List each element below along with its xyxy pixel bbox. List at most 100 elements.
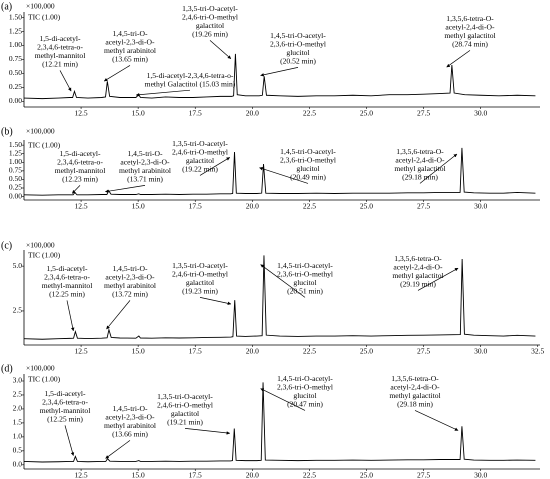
annotation-text: (19.26 min) (192, 30, 228, 39)
annotation-text: 2,4,6-tri-O-methyl (157, 400, 213, 409)
scale-label: ×100,000 (26, 127, 55, 136)
x-tick-label: 17.5 (189, 109, 202, 118)
annotation-arrow (103, 65, 131, 82)
annotation-text: methyl-mannitol (55, 166, 106, 175)
annotation-text: acetyl-2,4-di-O- (445, 22, 495, 31)
annotation-text: (20.51 min) (287, 287, 323, 296)
annotation-text: 2,4,6-tri-O-methyl (172, 147, 228, 156)
y-tick-label: 0.5 (13, 446, 23, 455)
y-tick-label: 1.5 (13, 418, 23, 427)
x-tick-label: 22.5 (303, 109, 316, 118)
annotation-text: 1,3,5-tri-O-acetyl- (157, 392, 213, 401)
trace-label: TIC (1.00) (28, 13, 61, 22)
annotation-text: (20.47 min) (287, 400, 323, 409)
panel-label: (b) (1, 126, 13, 137)
annotation-text: (12.25 min) (47, 415, 83, 424)
y-tick-label: 1.50 (9, 12, 22, 21)
x-tick-label: 30.0 (474, 347, 487, 356)
y-tick-label: 3.0 (13, 376, 23, 385)
annotation-text: 1,4,5-tri-O- (112, 29, 147, 38)
annotation-text: methyl arabinitol (119, 166, 171, 175)
annotation-text: (20.52 min) (280, 57, 316, 66)
annotation-text: 2,3,6-tri-O-methyl (280, 155, 336, 164)
annotation-text: (19.21 min) (167, 418, 203, 427)
annotation-text: 1,4,5-tri-O-acetyl- (277, 374, 333, 383)
annotation-text: methyl-mannitol (42, 281, 93, 290)
annotation-text: (29.18 min) (402, 173, 438, 182)
annotation-text: 2,3,6-tri-O-methyl (277, 269, 333, 278)
y-tick-label: 0.25 (9, 183, 22, 192)
y-tick-label: 0.75 (9, 54, 22, 63)
annotation-arrow (259, 167, 309, 184)
y-tick-label: 2.5 (13, 306, 23, 315)
x-tick-label: 17.5 (189, 202, 202, 211)
annotation-text: 2,3,4,6-tetra-o- (57, 157, 103, 166)
annotation-text: acetyl-2,4-di-O- (393, 262, 443, 271)
trace-label: TIC (1.00) (28, 141, 61, 150)
x-tick-label: 12.5 (75, 109, 88, 118)
annotation-text: methyl-mannitol (40, 406, 91, 415)
panel-label: (a) (1, 1, 12, 12)
annotation-text: glucitol (293, 391, 316, 400)
x-tick-label: 22.5 (303, 347, 316, 356)
annotation-arrow (66, 300, 75, 332)
x-tick-label: 12.5 (75, 471, 88, 479)
annotation-text: 1,3,5-tri-O-acetyl- (172, 261, 228, 270)
x-tick-label: 30.0 (474, 471, 487, 479)
annotation-text: glucitol (286, 48, 309, 57)
x-tick-label: 15.0 (132, 347, 145, 356)
annotation-text: 2,3,4,6-tetra-o- (42, 397, 88, 406)
annotation-arrow (71, 185, 81, 194)
panel-label: (c) (1, 240, 12, 251)
annotation-text: (29.19 min) (400, 280, 436, 289)
annotation-text: 1,4,5-tri-O-acetyl- (280, 147, 336, 156)
x-tick-label: 27.5 (417, 347, 430, 356)
annotation-text: galactitol (186, 156, 214, 165)
y-tick-label: 1.25 (9, 148, 22, 157)
annotation-arrow (414, 410, 459, 431)
annotation-text: 1,4,5-tri-O- (112, 404, 147, 413)
y-tick-label: 5.0 (13, 261, 23, 270)
annotation-text: 2,3,6-tri-O-methyl (277, 382, 333, 391)
annotation-arrow (105, 185, 146, 193)
annotation-text: (12.25 min) (49, 290, 85, 299)
annotation-arrow (419, 153, 458, 184)
x-tick-label: 20.0 (246, 471, 259, 479)
annotation-text: (13.72 min) (112, 290, 148, 299)
annotation-text: galactitol (186, 278, 214, 287)
annotation-text: 1,5-di-acetyl-2,3,4,6-tetra-o- (147, 71, 234, 80)
annotation-arrow (209, 40, 232, 59)
annotation-text: 2,4,6-tri-O-methyl (172, 269, 228, 278)
annotation-arrow (260, 388, 306, 411)
annotation-text: (13.66 min) (112, 430, 148, 439)
y-tick-label: 1.50 (9, 140, 22, 149)
annotation-arrow (417, 267, 459, 291)
annotation-text: 1,5-di-acetyl- (46, 264, 88, 273)
x-tick-label: 25.0 (360, 202, 373, 211)
y-tick-label: 1.25 (9, 26, 22, 35)
trace (23, 255, 536, 340)
annotation-text: (13.65 min) (112, 55, 148, 64)
x-tick-label: 15.0 (132, 471, 145, 479)
x-tick-label: 12.5 (75, 202, 88, 211)
x-tick-label: 17.5 (189, 471, 202, 479)
y-tick-label: 0.75 (9, 166, 22, 175)
x-tick-label: 27.5 (417, 109, 430, 118)
x-tick-label: 15.0 (132, 109, 145, 118)
annotation-text: 1,5-di-acetyl- (59, 149, 101, 158)
annotation-arrow (446, 50, 471, 68)
annotation-text: methyl galactitol (389, 391, 440, 400)
annotation-text: 1,5-di-acetyl- (44, 389, 86, 398)
annotation-text: glucitol (296, 164, 319, 173)
scale-label: ×100,000 (26, 241, 55, 250)
annotation-text: methyl Galactitol (15.03 min) (145, 79, 236, 88)
y-tick-label: 0.50 (9, 68, 22, 77)
trace (23, 147, 536, 196)
annotation-text: 1,5-di-acetyl- (39, 34, 81, 43)
y-tick-label: 0.00 (9, 96, 22, 105)
annotation-arrow (260, 264, 306, 298)
annotation-text: 2,3,6-tri-O-methyl (270, 39, 326, 48)
annotation-text: acetyl-2,3-di-O- (105, 37, 155, 46)
annotation-text: methyl galactitol (444, 31, 495, 40)
